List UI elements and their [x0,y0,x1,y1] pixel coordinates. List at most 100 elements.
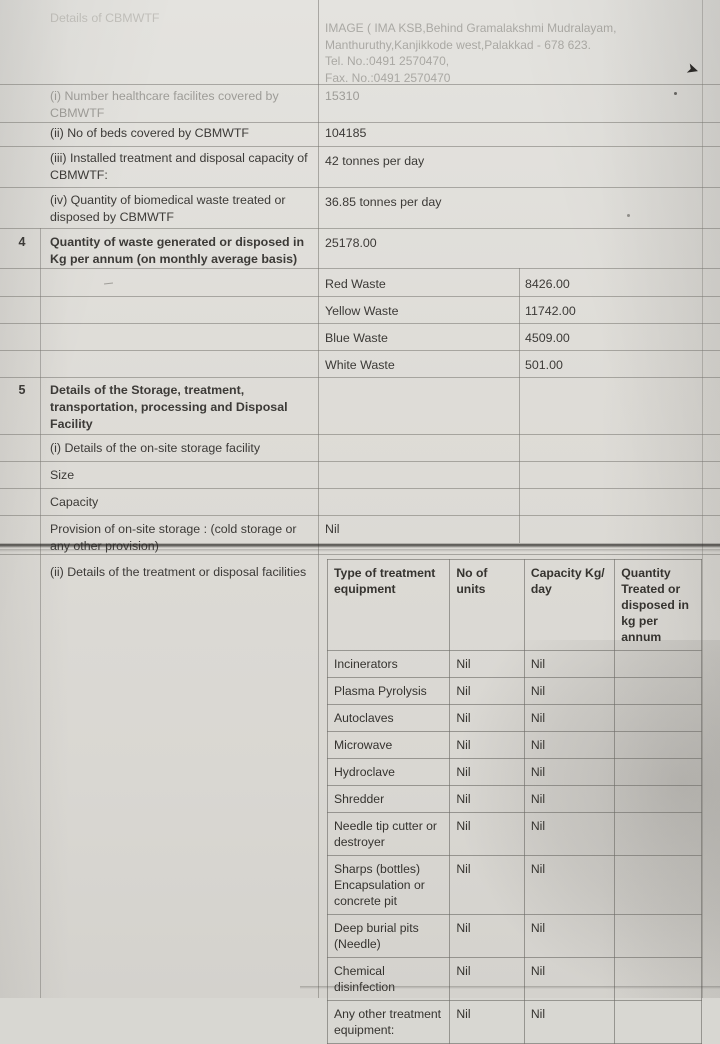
row-value-4: 25178.00 [325,236,377,250]
row-serial-5: 5 [18,383,26,397]
waste-name-red: Red Waste [325,277,386,291]
equipment-quantity [614,731,702,759]
equipment-quantity [614,855,702,915]
row-rule [0,228,720,229]
equipment-quantity [614,677,702,705]
table-row: Incinerators Nil Nil [326,650,702,678]
equipment-type: Plasma Pyrolysis [326,677,451,705]
facility-address: IMAGE ( IMA KSB,Behind Gramalakshmi Mudr… [325,20,705,86]
equipment-capacity: Nil [523,650,616,678]
equipment-capacity: Nil [523,731,616,759]
column-rule-right [702,0,703,998]
equipment-type: Incinerators [326,650,451,678]
row-rule [0,84,720,85]
equipment-capacity: Nil [523,1000,616,1044]
equipment-units: Nil [449,914,525,958]
section5-item-size: Size [50,468,75,482]
row-value-iv: 36.85 tonnes per day [325,195,442,209]
equipment-quantity [614,785,702,813]
table-row: Sharps (bottles) Encapsulation or concre… [326,855,702,915]
row-rule [0,187,720,188]
equipment-type: Any other treatment equipment: [326,1000,451,1044]
address-line-4: Fax. No.:0491 2570470 [325,70,451,85]
equipment-type: Needle tip cutter or destroyer [326,812,451,856]
address-line-1: IMAGE ( IMA KSB,Behind Gramalakshmi Mudr… [325,21,617,35]
address-line-2: Manthuruthy,Kanjikkode west,Palakkad - 6… [325,37,591,52]
row-rule [0,268,720,269]
table-row: Any other treatment equipment: Nil Nil [326,1000,702,1044]
equipment-type: Shredder [326,785,451,813]
waste-amount-red: 8426.00 [525,277,570,291]
treatment-equipment-table: Type of treatment equipment No of units … [326,559,702,1044]
equipment-quantity [614,914,702,958]
equipment-capacity: Nil [523,812,616,856]
row-rule [0,350,720,351]
header-left-label: Details of CBMWTF [50,11,160,25]
col-header-capacity: Capacity Kg/ day [523,559,616,651]
row-label-4: Quantity of waste generated or disposed … [50,235,305,266]
equipment-capacity: Nil [523,914,616,958]
row-rule [0,146,720,147]
row-rule [0,323,720,324]
table-header-row: Type of treatment equipment No of units … [326,559,702,651]
equipment-units: Nil [449,758,525,786]
waste-amount-white: 501.00 [525,358,563,372]
column-rule-serial [40,228,41,998]
row-rule [0,434,720,435]
waste-name-blue: Blue Waste [325,331,388,345]
table-row: Autoclaves Nil Nil [326,704,702,732]
equipment-quantity [614,1000,702,1044]
equipment-units: Nil [449,812,525,856]
waste-amount-yellow: 11742.00 [525,304,576,318]
row-rule [0,122,720,123]
section5-item-provision: Provision of on-site storage : (cold sto… [50,522,297,553]
equipment-units: Nil [449,785,525,813]
equipment-type: Deep burial pits (Needle) [326,914,451,958]
section5-item-treatment-facilities: (ii) Details of the treatment or disposa… [50,565,307,579]
equipment-type: Sharps (bottles) Encapsulation or concre… [326,855,451,915]
equipment-units: Nil [449,677,525,705]
equipment-type: Chemical disinfection [326,957,451,1001]
equipment-capacity: Nil [523,758,616,786]
table-row: Shredder Nil Nil [326,785,702,813]
equipment-units: Nil [449,855,525,915]
equipment-quantity [614,957,702,1001]
col-header-type: Type of treatment equipment [326,559,451,651]
row-label-i: (i) Number healthcare facilites covered … [50,89,279,120]
equipment-capacity: Nil [523,677,616,705]
section5-item-onsite-storage: (i) Details of the on-site storage facil… [50,441,261,455]
col-header-quantity: Quantity Treated or disposed in kg per a… [614,559,702,651]
equipment-capacity: Nil [523,704,616,732]
row-label-iv: (iv) Quantity of biomedical waste treate… [50,193,286,224]
row-rule [0,554,720,555]
column-rule-value [519,268,520,543]
equipment-units: Nil [449,1000,525,1044]
equipment-quantity [614,758,702,786]
table-row: Microwave Nil Nil [326,731,702,759]
row-rule [0,488,720,489]
row-label-ii: (ii) No of beds covered by CBMWTF [50,126,249,140]
waste-name-white: White Waste [325,358,395,372]
waste-amount-blue: 4509.00 [525,331,570,345]
section5-value-provision: Nil [325,522,340,536]
row-value-i: 15310 [325,89,360,103]
row-rule [0,296,720,297]
equipment-quantity [614,650,702,678]
equipment-type: Hydroclave [326,758,451,786]
address-line-3: Tel. No.:0491 2570470, [325,54,450,68]
equipment-units: Nil [449,731,525,759]
equipment-type: Autoclaves [326,704,451,732]
equipment-units: Nil [449,704,525,732]
row-label-iii: (iii) Installed treatment and disposal c… [50,151,308,182]
row-value-ii: 104185 [325,126,367,140]
row-value-iii: 42 tonnes per day [325,154,425,168]
table-row: Needle tip cutter or destroyer Nil Nil [326,812,702,856]
row-rule [0,377,720,378]
table-row: Chemical disinfection Nil Nil [326,957,702,1001]
equipment-units: Nil [449,650,525,678]
table-row: Plasma Pyrolysis Nil Nil [326,677,702,705]
equipment-quantity [614,704,702,732]
section5-item-capacity: Capacity [50,495,99,509]
